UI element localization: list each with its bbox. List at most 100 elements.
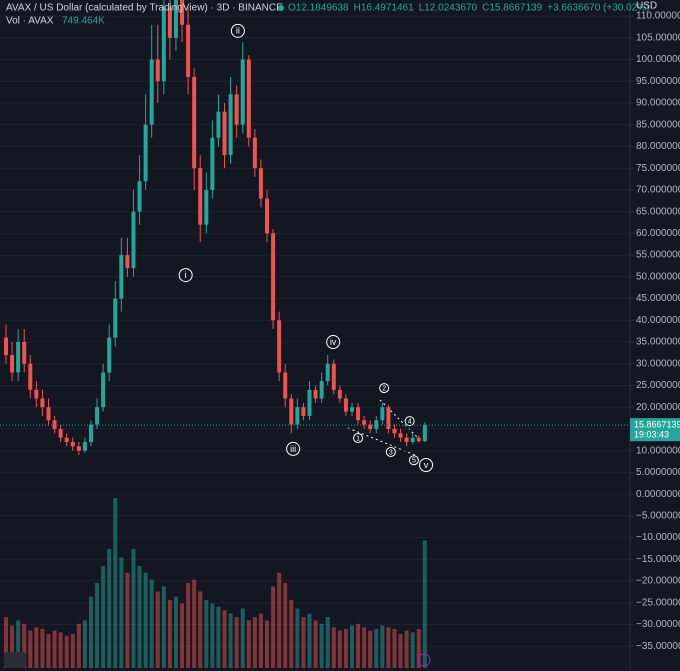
volume-bar [173,596,178,668]
volume-bar [34,627,39,668]
y-tick-label: −25.0000000 [636,597,680,608]
wave-label: 5 [412,458,416,465]
volume-bar [416,628,421,668]
candle-body [380,407,385,421]
chart-title: AVAX / US Dollar (calculated by TradingV… [6,3,283,14]
candle-body [58,428,63,438]
volume-bar [198,591,203,668]
volume-bar [186,583,191,668]
volume-bar [58,632,63,668]
candle-body [88,424,93,442]
volume-bar [349,625,354,668]
legend-value: C15.8667139 [482,3,542,14]
candle-body [277,320,282,373]
volume-bar [404,630,409,668]
volume-bar [265,620,270,668]
candle-body [198,168,203,225]
volume-bar [82,620,87,668]
y-tick-label: −35.0000000 [636,641,680,652]
candle-body [210,137,215,190]
wave-label: ii [236,26,240,36]
volume-bar [374,628,379,668]
volume-bar [64,635,69,668]
volume-label: Vol · AVAX [6,16,54,27]
y-tick-label: 45.0000000 [636,293,680,304]
wave-label: 3 [389,449,393,456]
candle-body [343,398,348,412]
volume-bar [392,628,397,668]
candle-body [289,398,294,425]
volume-bar [222,610,227,668]
wave-label: iv [330,337,337,347]
y-tick-label: −5.0000000 [636,510,680,521]
candle-body [173,0,178,38]
last-price-box [630,418,680,442]
volume-bar [210,603,215,668]
volume-bar [167,600,172,668]
candle-body [46,407,51,421]
candle-body [422,425,427,442]
candle-body [10,355,15,373]
candle-body [119,255,124,299]
candle-body [70,441,75,447]
trendline [379,399,419,439]
candle-body [76,446,81,451]
volume-bar [356,623,361,668]
volume-bar [192,579,197,668]
candle-body [52,420,57,429]
y-tick-label: 105.0000000 [636,32,680,43]
candles [4,0,427,456]
wave-circle [178,268,193,283]
candle-body [228,94,233,156]
y-tick-label: −10.0000000 [636,532,680,543]
y-tick-label: 5.0000000 [636,467,680,478]
last-price-label: 15.8667139 [634,420,680,430]
countdown: 19:03:43 [634,430,669,440]
tv-logo[interactable] [4,652,26,668]
status-dot [278,5,284,11]
volume-bar [204,600,209,668]
y-tick-label: 30.0000000 [636,358,680,369]
candle-body [258,168,263,199]
candle-body [113,298,118,338]
volume-bar [216,606,221,668]
wave-label: v [424,460,429,470]
y-tick-label: 55.0000000 [636,250,680,261]
currency-label: USD [636,1,657,12]
volume-bar [95,583,100,668]
volume-bar [125,572,130,668]
candle-body [216,111,221,138]
wave-circle [385,446,396,457]
volume-bar [101,566,106,668]
volume-bar [16,620,21,668]
candle-body [34,389,39,399]
candle-body [155,59,160,82]
candle-body [307,389,312,416]
wave-label: i [185,270,187,280]
volume-bar [422,540,427,668]
volume-bar [289,600,294,668]
volume-bar [131,549,136,668]
y-tick-label: 25.0000000 [636,380,680,391]
wave-circle [419,458,434,473]
y-tick-label: 75.0000000 [636,163,680,174]
y-tick-label: −15.0000000 [636,554,680,565]
price-axis: 110.0000000 105.0000000 100.0000000 95.0000… [630,11,680,652]
candle-body [313,389,318,399]
volume-value: 749.464K [62,16,105,27]
candle-body [356,407,361,421]
volume-bar [234,617,239,668]
candle-body [143,124,148,182]
volume-bar [325,617,330,668]
candle-body [137,181,142,212]
flash-icon[interactable] [417,653,431,667]
volume-bar [149,579,154,668]
candle-body [301,407,306,416]
candle-body [240,59,245,125]
y-tick-label: −30.0000000 [636,619,680,630]
candle-body [404,437,409,442]
volume-bar [398,634,403,668]
volume-bar [307,613,312,668]
y-tick-label: 35.0000000 [636,337,680,348]
y-tick-label: 40.0000000 [636,315,680,326]
